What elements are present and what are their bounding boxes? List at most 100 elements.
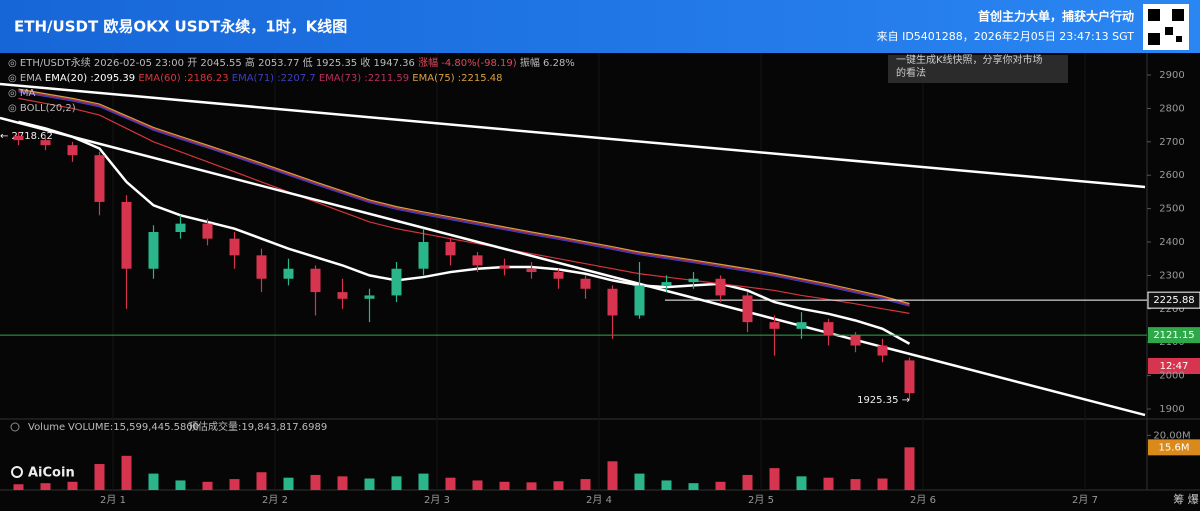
- logo-icon: [11, 466, 23, 478]
- x-tick-label: 2月 7: [1072, 494, 1098, 506]
- info-item: 涨幅 -4.80%(-98.19): [418, 58, 517, 69]
- y-tick-label: 2200: [1159, 304, 1184, 315]
- candle-body: [175, 223, 186, 232]
- volume-bar: [391, 476, 402, 490]
- candle-body: [283, 268, 294, 279]
- volume-label-box: [1148, 439, 1200, 456]
- candle-body: [607, 288, 618, 316]
- volume-tick-label: 20.00M: [1153, 430, 1190, 441]
- qr-part: [1148, 9, 1160, 21]
- y-tick-label: 2500: [1159, 204, 1184, 215]
- volume-bar: [850, 479, 861, 490]
- candle-body: [553, 272, 564, 279]
- info-item: 开 2045.55: [187, 58, 242, 69]
- trendline: [0, 82, 1146, 189]
- volume-bar: [229, 479, 240, 490]
- volume-bar: [67, 481, 78, 490]
- volume-bar: [418, 473, 429, 490]
- volume-bar: [40, 483, 51, 490]
- title: ETH/USDT 欧易OKX USDT永续，1时，K线图: [14, 18, 347, 36]
- x-tick-label: 2月 4: [586, 494, 612, 506]
- qr-part: [1176, 36, 1182, 42]
- qr-part: [1148, 33, 1160, 45]
- candle-body: [715, 278, 726, 296]
- eye-icon: ◎: [8, 73, 20, 84]
- eye-icon: ◎: [8, 58, 20, 69]
- candle-body: [742, 295, 753, 323]
- candle-body: [850, 335, 861, 346]
- volume-estimate: 预估成交量:19,843,817.6989: [188, 420, 327, 433]
- source: 来自 ID5401288，2026年2月05日 23:47:13 SGT: [877, 29, 1135, 43]
- legend-value: 2095.39: [90, 73, 135, 84]
- volume-bar: [364, 478, 375, 490]
- candle-body: [121, 201, 132, 269]
- countdown: 12:47: [1160, 361, 1189, 372]
- x-tick-label: 2月 3: [424, 494, 450, 506]
- volume-value-label: 15.6M: [1159, 442, 1190, 453]
- ema-line: [18, 97, 910, 314]
- ema-row: ◎ EMA EMA(20) 2095.39 EMA(60) 2186.23 EM…: [8, 71, 575, 86]
- candle-body: [823, 322, 834, 336]
- volume-bar: [310, 474, 321, 490]
- eye-icon: ◎: [8, 103, 20, 114]
- legend-value: 2186.23: [184, 73, 229, 84]
- candle-body: [337, 292, 348, 299]
- candle-body: [310, 268, 321, 293]
- candle-body: [94, 155, 105, 202]
- candle-body: [40, 140, 51, 146]
- qr-part: [1172, 9, 1184, 21]
- legend-name: EMA(75): [412, 73, 455, 84]
- y-tick-label: 2600: [1159, 170, 1184, 181]
- candle-body: [364, 295, 375, 299]
- y-tick-label: 2900: [1159, 70, 1184, 81]
- title-bar: [0, 0, 1200, 53]
- volume-bar: [148, 473, 159, 490]
- volume-bar: [796, 476, 807, 490]
- volume-bar: [202, 481, 213, 490]
- ema-line: [18, 120, 911, 345]
- volume-bar: [742, 474, 753, 490]
- ema-line: [18, 88, 910, 305]
- candle-body: [256, 255, 267, 279]
- y-tick-label: 2400: [1159, 237, 1184, 248]
- legend-name: EMA(60): [138, 73, 181, 84]
- legend-name: EMA(71): [231, 73, 275, 84]
- volume-bar: [526, 482, 537, 490]
- info-item: ETH/USDT永续: [19, 58, 91, 69]
- volume-bar: [121, 455, 132, 490]
- volume-bar: [769, 468, 780, 490]
- eye-icon: ◎: [8, 88, 20, 99]
- volume-bar: [256, 472, 267, 490]
- x-tick-label: 2月 1: [100, 494, 126, 506]
- indicator: BOLL(20,2): [19, 103, 76, 114]
- low-marker: 1925.35 →: [857, 395, 910, 406]
- candle-body: [445, 242, 456, 256]
- ma-row: ◎ MA: [8, 86, 575, 101]
- volume-bar: [553, 481, 564, 490]
- volume-bar: [823, 477, 834, 490]
- candle-body: [391, 268, 402, 296]
- info-item: 低 1925.35: [302, 58, 358, 69]
- legend-name: EMA(20): [44, 73, 88, 84]
- trendlines: [0, 82, 1146, 417]
- eye-icon: [10, 422, 20, 432]
- x-tick-label: 2月 6: [910, 494, 936, 506]
- candle-body: [877, 345, 888, 356]
- volume-bar: [688, 483, 699, 490]
- trendline: [0, 116, 1146, 417]
- ema-line: [18, 89, 910, 306]
- candle-body: [661, 282, 672, 286]
- volume-bar: [634, 473, 645, 490]
- y-tick-label: 2800: [1159, 103, 1184, 114]
- legend-value: 2207.7: [277, 73, 315, 84]
- candle-body: [499, 265, 510, 269]
- candle-body: [418, 242, 429, 269]
- countdown-box: [1148, 358, 1200, 374]
- info-item: 振幅 6.28%: [519, 58, 575, 69]
- ema-line: [18, 91, 910, 307]
- volume-bar: [13, 484, 24, 490]
- candle-body: [472, 255, 483, 266]
- candle-body: [67, 145, 78, 156]
- high-marker: ← 2718.62: [0, 131, 53, 142]
- legend-value: 2215.48: [458, 73, 503, 84]
